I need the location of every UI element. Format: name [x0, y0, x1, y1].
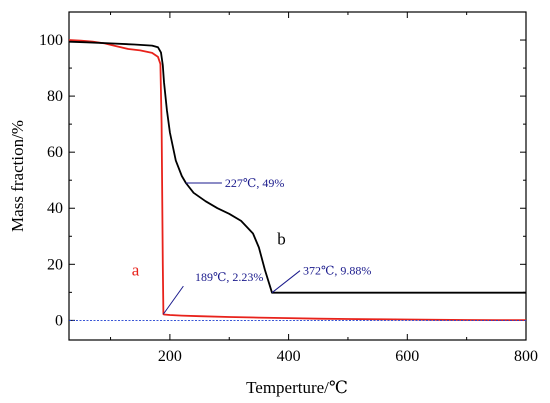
y-tick-label: 0 — [55, 312, 63, 329]
annotation-leader — [162, 285, 184, 315]
annotation-label: 372℃, 9.88% — [303, 264, 371, 278]
annotation-layer: 227℃, 49% 189℃, 2.23% 372℃, 9.88% a b — [132, 176, 371, 315]
x-tick-label: 400 — [277, 348, 301, 365]
x-tick-label: 600 — [395, 348, 419, 365]
curve-label-b: b — [277, 230, 286, 249]
ticks: 200 400 600 800 0 20 40 60 80 100 — [39, 12, 538, 365]
annotation-label: 227℃, 49% — [225, 176, 284, 190]
annotation-leader — [271, 270, 301, 294]
plot-frame — [68, 11, 527, 341]
series-line-b — [68, 40, 526, 294]
y-tick-label: 80 — [47, 88, 63, 105]
y-tick-label: 40 — [47, 200, 63, 217]
series-line-a — [68, 39, 526, 322]
y-tick-label: 20 — [47, 256, 63, 273]
y-tick-label: 100 — [39, 32, 63, 49]
x-tick-label: 800 — [514, 348, 538, 365]
y-axis-label: Mass fraction/% — [8, 120, 27, 232]
x-tick-label: 200 — [158, 348, 182, 365]
curve-label-a: a — [132, 261, 140, 280]
series-layer — [68, 39, 526, 322]
y-tick-label: 60 — [47, 144, 63, 161]
annotation-label: 189℃, 2.23% — [195, 270, 263, 284]
x-axis-label: Temperture/℃ — [246, 378, 348, 397]
